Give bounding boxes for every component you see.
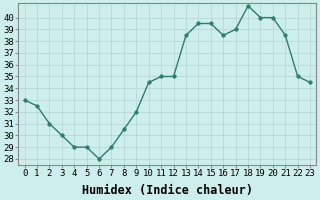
X-axis label: Humidex (Indice chaleur): Humidex (Indice chaleur) [82, 184, 253, 197]
